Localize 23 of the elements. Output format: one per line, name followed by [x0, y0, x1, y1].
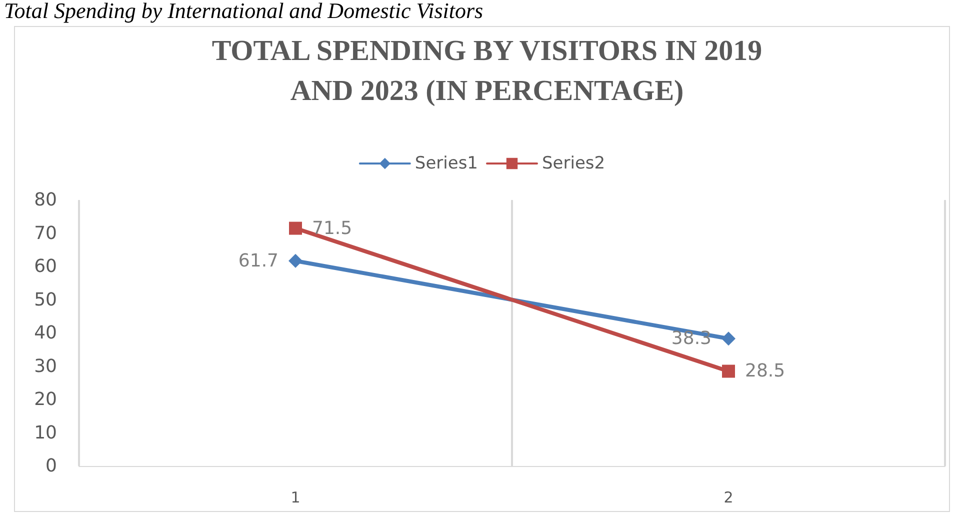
- text: Total Spending by International and Domestic Visitors: [4, 0, 484, 24]
- x-tick-label: 1: [290, 488, 300, 506]
- y-tick-label: 60: [34, 256, 57, 277]
- y-tick-label: 20: [34, 389, 57, 410]
- point: [722, 364, 735, 378]
- chart-title: TOTAL SPENDING BY VISITORS IN 2019 AND 2023 (IN PERCENTAGE): [212, 35, 762, 107]
- point: [722, 332, 736, 346]
- legend-label: Series2: [542, 154, 606, 174]
- y-tick-label: 80: [34, 190, 57, 210]
- y-tick-label: 50: [34, 289, 57, 310]
- y-tick-label: 30: [34, 356, 57, 377]
- y-tick-label: 40: [34, 322, 57, 344]
- data-label: 71.5: [312, 218, 352, 239]
- data-label: 38.3: [671, 328, 712, 350]
- legend-label: Series1: [414, 154, 478, 174]
- point: [288, 254, 302, 268]
- y-tick-label: 10: [34, 422, 57, 444]
- x-tick-label: 2: [724, 488, 734, 506]
- point: [289, 222, 302, 235]
- y-tick-label: 70: [34, 222, 57, 244]
- data-label: 61.7: [238, 250, 278, 272]
- y-tick-label: 0: [46, 456, 57, 476]
- data-label: 28.5: [745, 360, 786, 382]
